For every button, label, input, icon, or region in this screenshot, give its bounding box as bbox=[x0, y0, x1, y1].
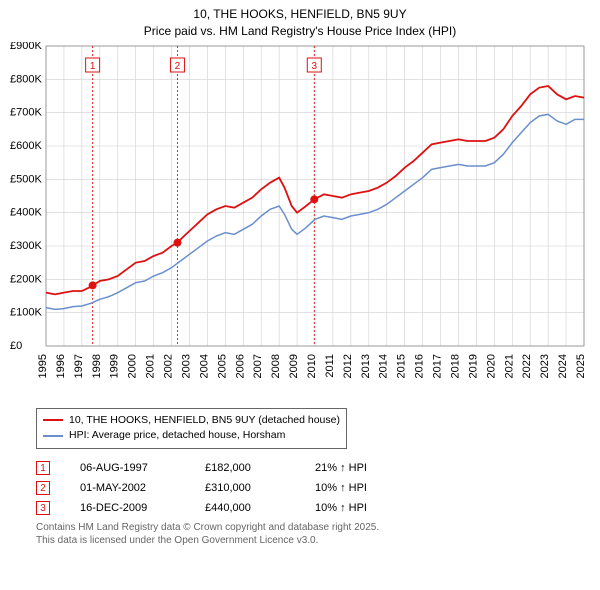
chart-title: 10, THE HOOKS, HENFIELD, BN5 9UY Price p… bbox=[0, 0, 600, 42]
svg-text:2017: 2017 bbox=[432, 354, 444, 378]
svg-text:2021: 2021 bbox=[503, 354, 515, 378]
footnote: Contains HM Land Registry data © Crown c… bbox=[36, 521, 600, 547]
svg-text:£300K: £300K bbox=[10, 240, 42, 252]
legend-swatch bbox=[43, 435, 63, 437]
sale-marker-2: 2 bbox=[36, 481, 50, 495]
svg-text:2016: 2016 bbox=[414, 354, 426, 378]
sale-hpi: 10% ↑ HPI bbox=[315, 502, 395, 514]
title-line-1: 10, THE HOOKS, HENFIELD, BN5 9UY bbox=[0, 6, 600, 23]
sale-date: 06-AUG-1997 bbox=[80, 462, 175, 474]
legend-item-property: 10, THE HOOKS, HENFIELD, BN5 9UY (detach… bbox=[43, 413, 340, 429]
svg-text:2005: 2005 bbox=[216, 354, 228, 378]
sale-date: 16-DEC-2009 bbox=[80, 502, 175, 514]
sales-table: 1 06-AUG-1997 £182,000 21% ↑ HPI 2 01-MA… bbox=[36, 461, 600, 515]
legend-swatch bbox=[43, 419, 63, 421]
svg-text:1999: 1999 bbox=[109, 354, 121, 378]
svg-text:2011: 2011 bbox=[324, 354, 336, 378]
chart-svg: £0 £100K £200K £300K £400K £500K £600K £700K £80… bbox=[10, 42, 590, 402]
svg-text:£600K: £600K bbox=[10, 140, 42, 152]
svg-text:£800K: £800K bbox=[10, 73, 42, 85]
svg-text:2012: 2012 bbox=[342, 354, 354, 378]
svg-text:2014: 2014 bbox=[378, 354, 390, 378]
svg-text:2: 2 bbox=[175, 61, 181, 72]
sale-marker-1: 1 bbox=[36, 461, 50, 475]
svg-text:2002: 2002 bbox=[163, 354, 175, 378]
svg-text:2000: 2000 bbox=[127, 354, 139, 378]
svg-text:2009: 2009 bbox=[288, 354, 300, 378]
svg-text:£400K: £400K bbox=[10, 206, 42, 218]
svg-text:2024: 2024 bbox=[557, 354, 569, 378]
svg-text:2025: 2025 bbox=[575, 354, 587, 378]
footnote-line-2: This data is licensed under the Open Gov… bbox=[36, 534, 600, 547]
price-chart: £0 £100K £200K £300K £400K £500K £600K £700K £80… bbox=[10, 42, 590, 402]
table-row: 2 01-MAY-2002 £310,000 10% ↑ HPI bbox=[36, 481, 600, 495]
sale-date: 01-MAY-2002 bbox=[80, 482, 175, 494]
svg-text:2010: 2010 bbox=[306, 354, 318, 378]
svg-text:2013: 2013 bbox=[360, 354, 372, 378]
svg-text:2004: 2004 bbox=[198, 354, 210, 378]
svg-text:2003: 2003 bbox=[180, 354, 192, 378]
svg-text:2006: 2006 bbox=[234, 354, 246, 378]
svg-text:£900K: £900K bbox=[10, 42, 42, 52]
svg-text:3: 3 bbox=[312, 61, 318, 72]
sale-marker-3: 3 bbox=[36, 501, 50, 515]
legend-label: HPI: Average price, detached house, Hors… bbox=[69, 428, 285, 444]
sale-hpi: 10% ↑ HPI bbox=[315, 482, 395, 494]
svg-text:2022: 2022 bbox=[521, 354, 533, 378]
svg-text:2020: 2020 bbox=[485, 354, 497, 378]
svg-text:£0: £0 bbox=[10, 340, 22, 352]
title-line-2: Price paid vs. HM Land Registry's House … bbox=[0, 23, 600, 40]
sale-price: £310,000 bbox=[205, 482, 285, 494]
svg-text:2001: 2001 bbox=[145, 354, 157, 378]
legend-label: 10, THE HOOKS, HENFIELD, BN5 9UY (detach… bbox=[69, 413, 340, 429]
svg-text:2019: 2019 bbox=[467, 354, 479, 378]
legend: 10, THE HOOKS, HENFIELD, BN5 9UY (detach… bbox=[36, 408, 347, 450]
svg-text:£100K: £100K bbox=[10, 306, 42, 318]
svg-text:£200K: £200K bbox=[10, 273, 42, 285]
sale-price: £440,000 bbox=[205, 502, 285, 514]
svg-text:2018: 2018 bbox=[449, 354, 461, 378]
svg-text:2007: 2007 bbox=[252, 354, 264, 378]
sale-price: £182,000 bbox=[205, 462, 285, 474]
svg-text:2015: 2015 bbox=[396, 354, 408, 378]
svg-text:1995: 1995 bbox=[37, 354, 49, 378]
sale-hpi: 21% ↑ HPI bbox=[315, 462, 395, 474]
table-row: 3 16-DEC-2009 £440,000 10% ↑ HPI bbox=[36, 501, 600, 515]
svg-text:£700K: £700K bbox=[10, 106, 42, 118]
footnote-line-1: Contains HM Land Registry data © Crown c… bbox=[36, 521, 600, 534]
svg-text:£500K: £500K bbox=[10, 173, 42, 185]
svg-text:2023: 2023 bbox=[539, 354, 551, 378]
legend-item-hpi: HPI: Average price, detached house, Hors… bbox=[43, 428, 340, 444]
svg-text:1997: 1997 bbox=[73, 354, 85, 378]
svg-text:1998: 1998 bbox=[91, 354, 103, 378]
svg-text:1996: 1996 bbox=[55, 354, 67, 378]
table-row: 1 06-AUG-1997 £182,000 21% ↑ HPI bbox=[36, 461, 600, 475]
svg-text:2008: 2008 bbox=[270, 354, 282, 378]
svg-text:1: 1 bbox=[90, 61, 96, 72]
